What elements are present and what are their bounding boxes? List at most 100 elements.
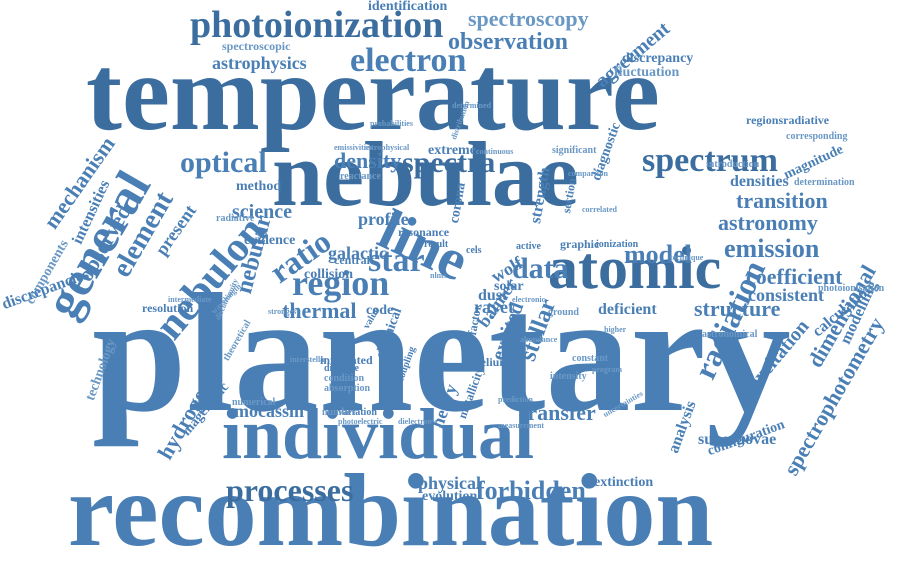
word-variation: variation (338, 407, 377, 418)
word-higher: higher (604, 325, 627, 334)
word-prediction: prediction (498, 395, 533, 404)
word-emissivities: emissivities (334, 143, 373, 152)
word-evidence: evidence (244, 233, 296, 248)
word-galactic: galactic (328, 243, 387, 263)
word-physical: physical (418, 473, 482, 493)
word-resonance: resonance (398, 225, 450, 239)
word-comparison: comparison (568, 169, 608, 178)
word-absorption: absorption (324, 383, 371, 394)
word-atomic: atomic (548, 235, 722, 301)
word-identification: identification (368, 0, 448, 14)
word-star: star (368, 242, 425, 279)
word-radiative: radiative (216, 213, 255, 224)
word-reactance: reactance (340, 171, 381, 182)
word-collision: collision (304, 267, 354, 282)
word-mocassin: mocassin (234, 401, 305, 421)
word-observation: observation (448, 29, 568, 55)
word-probabilities: probabilities (370, 119, 413, 128)
word-result: result (424, 239, 449, 250)
word-dust: dust (478, 287, 508, 304)
word-forbidden: forbidden (476, 476, 586, 505)
word-discrepancy: discrepancy (622, 51, 694, 66)
word-extreme: extreme (428, 143, 476, 158)
word-numerical: numerical (232, 397, 276, 408)
word-transfer: transfer (520, 400, 596, 425)
word-method: method (236, 179, 282, 194)
word-densities: densities (730, 173, 789, 190)
word-photoionization: photoionization (190, 4, 444, 46)
word-introduction: introduction (706, 159, 760, 170)
word-region: region (292, 263, 390, 303)
word-astronomy: astronomy (718, 210, 818, 235)
word-strongest: strongest (268, 307, 299, 316)
word-ionization: ionization (596, 239, 639, 250)
word-model: model (624, 240, 692, 269)
word-distance: distance (324, 363, 359, 374)
word-photoionisation: photoionisation (818, 283, 885, 294)
word-regionsradiative: regionsradiative (746, 113, 830, 127)
word-science: science (232, 201, 292, 223)
word-fluctuation: fluctuation (614, 65, 680, 80)
word-profile: profile (358, 209, 409, 229)
word-graphic: graphic (560, 237, 600, 251)
word-processes: processes (226, 472, 354, 508)
word-electronic: electronic (512, 295, 546, 304)
word-emission: emission (724, 234, 820, 263)
word-code: code (366, 303, 394, 318)
word-astrophysical: astrophysical (364, 143, 410, 152)
word-recombination: recombination (68, 453, 714, 564)
word-spectroscopic: spectroscopic (222, 39, 291, 53)
word-helium: helium (474, 355, 510, 369)
word-planetary: planetary (92, 259, 791, 447)
word-constant: constant (572, 353, 609, 364)
word-structure: structure (694, 296, 781, 321)
word-data: data (512, 252, 569, 285)
word-significant: significant (552, 145, 597, 156)
word-individual: individual (222, 394, 535, 474)
word-spectrum: spectrum (642, 142, 778, 179)
word-intermediate: intermediate (168, 295, 212, 304)
word-nebulae: nebulae (272, 123, 579, 225)
word-evolution: evolution (422, 489, 478, 504)
word-photoelectric: photoelectric (338, 417, 383, 426)
word-astrophysics: astrophysics (212, 53, 307, 73)
word-corresponding: corresponding (786, 131, 848, 142)
word-thermal: thermal (282, 298, 357, 323)
word-cels: cels (466, 245, 482, 256)
word-integrated: integrated (320, 353, 373, 367)
word-supernovae: supernovae (698, 431, 777, 448)
word-central: central (334, 253, 370, 267)
word-deficient: deficient (598, 301, 657, 318)
word-solar: solar (494, 279, 524, 294)
word-transition: transition (736, 188, 828, 213)
word-density: density (334, 148, 402, 173)
word-electron: electron (350, 42, 467, 79)
word-astronomical: astronomical (702, 329, 758, 340)
word-number: number (322, 407, 356, 418)
word-measurement: measurement (498, 421, 545, 430)
word-active: active (516, 241, 541, 252)
word-optical: optical (180, 146, 267, 179)
word-extinction: extinction (594, 475, 654, 490)
word-intensity: intensity (550, 371, 587, 382)
word-rayet: rayet (474, 297, 514, 317)
word-technique: technique (670, 253, 704, 262)
word-resolution: resolution (142, 301, 194, 315)
word-determined: determined (452, 101, 492, 110)
word-program: program (592, 365, 623, 374)
word-dielectronic: dielectronic (398, 417, 438, 426)
word-consistent: consistent (748, 285, 824, 305)
word-nlms: nlms (430, 271, 447, 280)
word-correlated: correlated (582, 205, 617, 214)
word-temperature: temperature (86, 34, 660, 153)
word-spectra: spectra (402, 146, 496, 179)
word-ground: ground (548, 307, 579, 318)
word-interstellar: interstellar (290, 355, 328, 364)
word-coefficient: coefficient (746, 264, 843, 289)
word-determination: determination (794, 177, 855, 188)
word-continuous: continuous (476, 147, 514, 156)
word-condition: condition (324, 373, 365, 384)
word-abundance: abundance (520, 335, 558, 344)
word-spectroscopy: spectroscopy (468, 6, 589, 31)
